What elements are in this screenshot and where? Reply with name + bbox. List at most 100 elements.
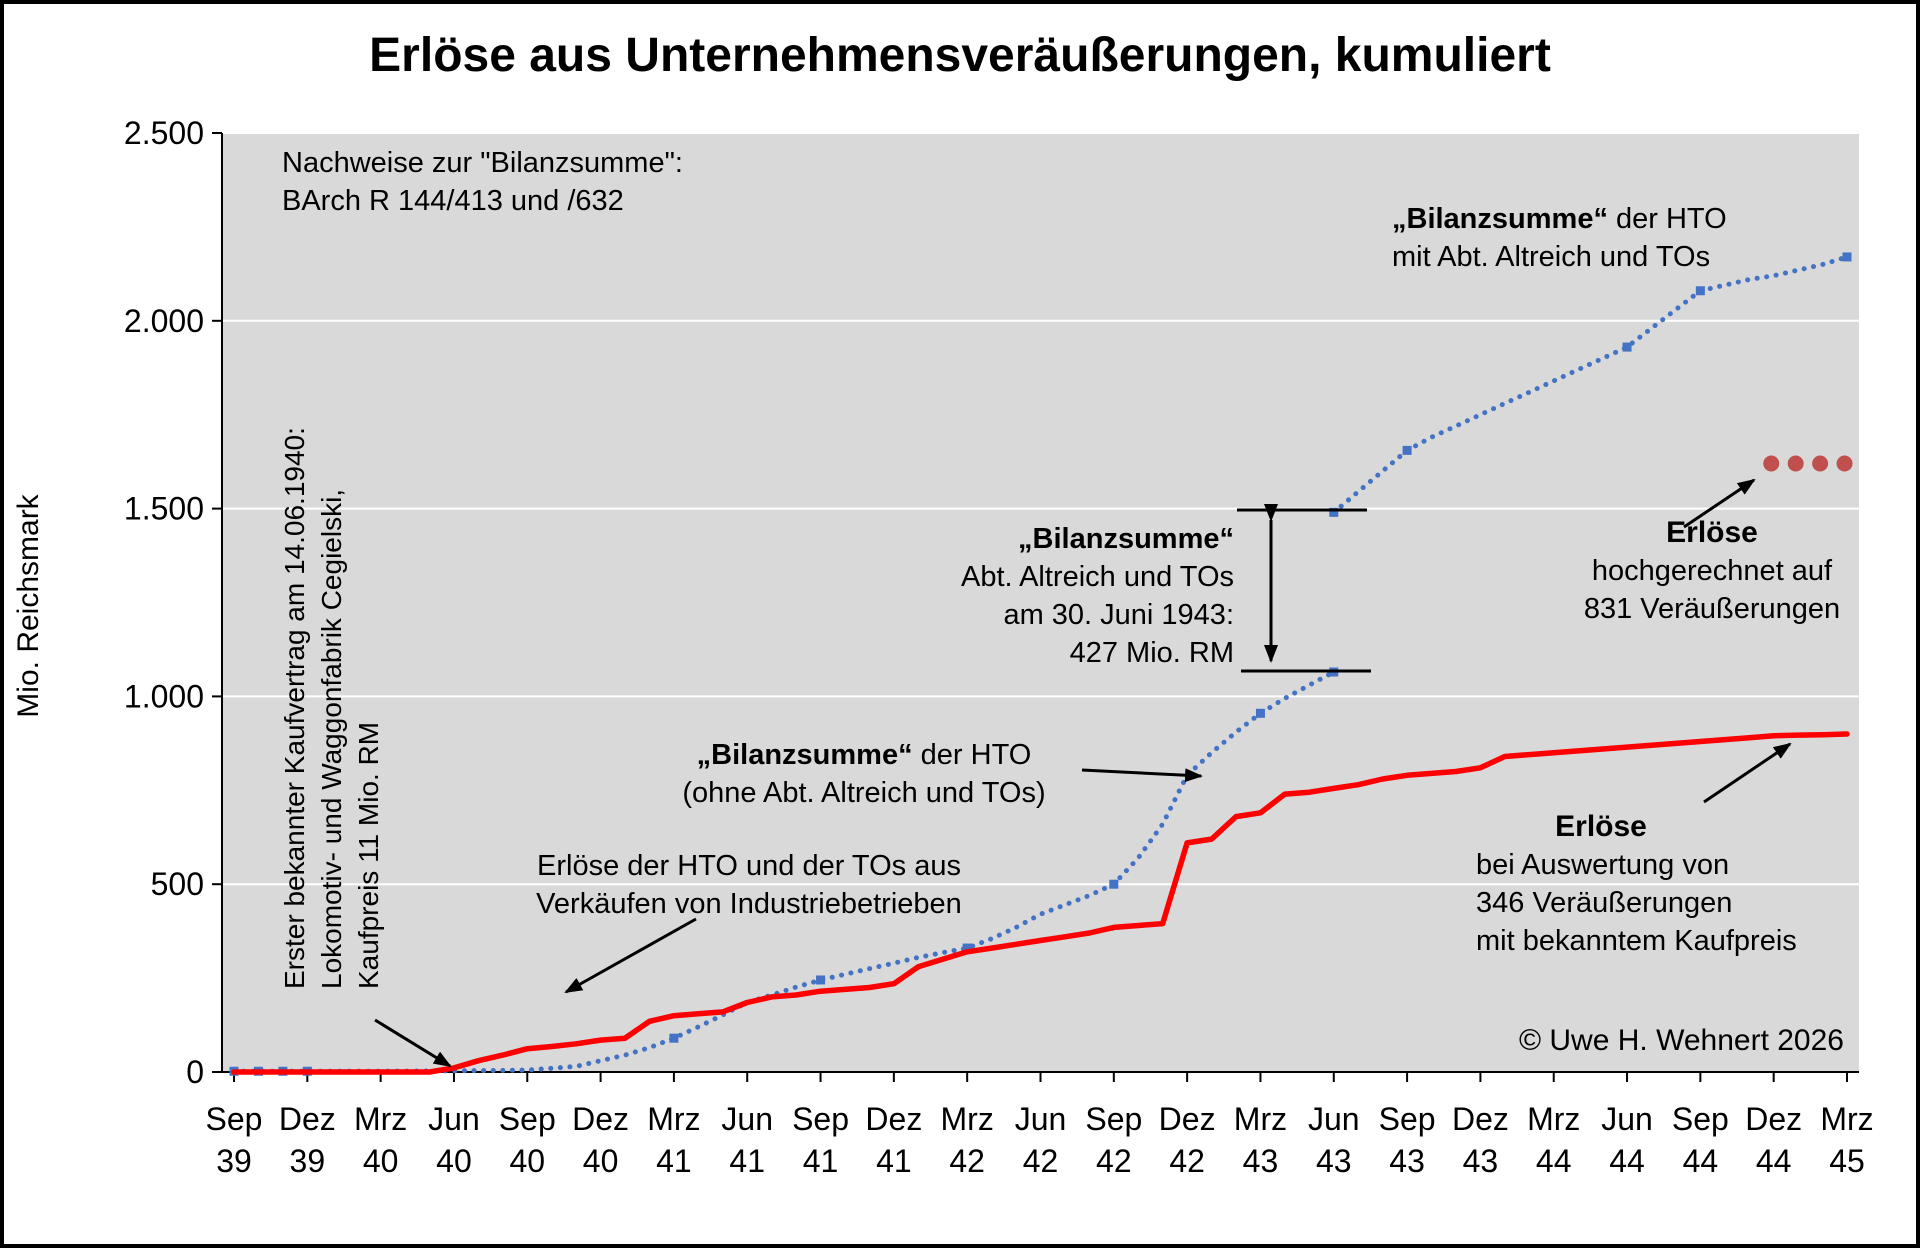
x-tick-label-month: Mrz (941, 1101, 994, 1137)
x-tick-label-year: 44 (1683, 1143, 1719, 1179)
annotation-text-bold: Verkäufen von Industriebetrieben (536, 888, 962, 920)
chart-title: Erlöse aus Unternehmensveräußerungen, ku… (369, 29, 1551, 82)
annotation-text-bold: Erlöse (1666, 516, 1758, 549)
y-tick-label: 1.000 (124, 678, 204, 714)
annotation-text: Lokomotiv- und Waggonfabrik Cegielski, (316, 488, 347, 989)
x-tick-label-month: Sep (1379, 1101, 1436, 1137)
x-tick-label-month: Dez (279, 1101, 336, 1137)
annotation-erloese-346: Erlöse bei Auswertung von 346 Veräußerun… (1476, 808, 1816, 960)
x-tick-label-month: Dez (865, 1101, 922, 1137)
y-tick-label: 1.500 (124, 491, 204, 527)
x-tick-label-year: 44 (1609, 1143, 1645, 1179)
x-tick-label-year: 40 (509, 1143, 545, 1179)
annotation-bilanzsumme-differenz: „Bilanzsumme“ Abt. Altreich und TOs am 3… (894, 520, 1234, 672)
x-tick-label-month: Jun (1601, 1101, 1653, 1137)
annotation-text: mit bekanntem Kaufpreis (1476, 925, 1797, 957)
annotation-text-bold: Erlöse (1555, 810, 1647, 843)
x-tick-label-month: Sep (792, 1101, 849, 1137)
x-tick-label-year: 39 (290, 1143, 326, 1179)
series-marker-square (1329, 507, 1339, 517)
annotation-text: 831 Veräußerungen (1583, 593, 1841, 625)
x-tick-label-year: 44 (1536, 1143, 1572, 1179)
plot-canvas: 0 500 1.000 1.500 2.000 2.500 Sep 39 Dez 39 Mrz 40 J… (124, 115, 1874, 1179)
annotation-text: der HTO (912, 739, 1032, 771)
x-tick-label-month: Dez (1159, 1101, 1216, 1137)
x-tick-label-month: Dez (1452, 1101, 1509, 1137)
x-tick-label-year: 41 (876, 1143, 912, 1179)
x-tick-label-month: Jun (1015, 1101, 1067, 1137)
annotation-text: Nachweise zur "Bilanzsumme": (282, 147, 683, 179)
annotation-text: BArch R 144/413 und /632 (282, 185, 624, 217)
x-tick-label-month: Mrz (1234, 1101, 1287, 1137)
y-axis-title: Mio. Reichsmark (12, 494, 45, 718)
series-marker-square (1622, 342, 1632, 352)
x-tick-label-month: Mrz (647, 1101, 700, 1137)
series-marker-square (669, 1033, 679, 1043)
annotation-text: 427 Mio. RM (1069, 637, 1234, 669)
x-tick-label-year: 40 (583, 1143, 619, 1179)
x-tick-label-month: Sep (1085, 1101, 1142, 1137)
annotation-erloese-hto-tos: Erlöse der HTO und der TOs aus Verkäufen… (474, 847, 1024, 923)
annotation-text: am 30. Juni 1943: (1003, 599, 1234, 631)
series-erloese-line (231, 731, 1850, 1075)
annotation-text: Kaufpreis 11 Mio. RM (353, 721, 384, 989)
x-tick-label-year: 41 (729, 1143, 765, 1179)
x-tick-label-year: 42 (1096, 1143, 1132, 1179)
series-erloese-extrapolated-dot (1763, 455, 1780, 472)
y-tick-label: 2.500 (124, 115, 204, 151)
y-tick-label: 2.000 (124, 303, 204, 339)
series-marker-square (1255, 708, 1265, 718)
x-tick-label-month: Mrz (1820, 1101, 1873, 1137)
plot-area-background (222, 133, 1859, 1072)
x-tick-label-year: 43 (1463, 1143, 1499, 1179)
x-tick-label-year: 43 (1389, 1143, 1425, 1179)
annotation-text: der HTO (1607, 203, 1727, 235)
annotation-first-contract: Erster bekannter Kaufvertrag am 14.06.19… (276, 427, 387, 989)
series-marker-square (1842, 252, 1852, 262)
series-bilanzsumme-dotted-line (1331, 254, 1850, 515)
annotation-text: „Bilanzsumme“ der HTO (1392, 200, 1727, 238)
x-tick-label-year: 40 (436, 1143, 472, 1179)
series-erloese-extrapolated-dot (1812, 455, 1829, 472)
x-tick-label-year: 45 (1829, 1143, 1865, 1179)
annotation-text: hochgerechnet auf (1591, 555, 1833, 587)
series-marker-square (816, 975, 826, 985)
annotation-text-bold: „Bilanzsumme“ (696, 739, 913, 771)
arrow-erloese-hochgerechnet (1683, 478, 1756, 529)
annotation-erloese-hochgerechnet: Erlöse hochgerechnet auf 831 Veräußerung… (1552, 514, 1872, 628)
x-tick-label-year: 42 (1023, 1143, 1059, 1179)
x-tick-label-year: 39 (216, 1143, 252, 1179)
annotation-source-note: Nachweise zur "Bilanzsumme": BArch R 144… (282, 144, 683, 220)
annotation-bilanzsumme-ohne: „Bilanzsumme“ der HTO (ohne Abt. Altreic… (644, 736, 1084, 812)
x-tick-label-month: Dez (572, 1101, 629, 1137)
annotation-text: „Bilanzsumme“ der HTO (644, 736, 1084, 774)
annotation-text: Erster bekannter Kaufvertrag am 14.06.19… (279, 427, 310, 989)
x-tick-label-year: 43 (1316, 1143, 1352, 1179)
annotation-text-bold: Erlöse der HTO und der TOs aus (537, 850, 961, 882)
series-marker-square (962, 943, 972, 953)
series-erloese-extrapolated-dot (1836, 455, 1853, 472)
x-tick-label-month: Sep (499, 1101, 556, 1137)
annotation-text: bei Auswertung von (1476, 849, 1730, 881)
x-tick-label-year: 41 (803, 1143, 839, 1179)
annotation-text-bold: „Bilanzsumme“ (1018, 523, 1234, 555)
copyright-note: © Uwe H. Wehnert 2026 (1518, 1024, 1844, 1057)
series-marker-square (1402, 445, 1412, 455)
y-tick-label: 500 (151, 866, 204, 902)
x-tick-label-month: Dez (1745, 1101, 1802, 1137)
x-tick-label-year: 43 (1243, 1143, 1279, 1179)
x-tick-label-month: Mrz (1527, 1101, 1580, 1137)
x-tick-label-year: 44 (1756, 1143, 1792, 1179)
x-tick-label-month: Sep (1672, 1101, 1729, 1137)
annotation-text: Abt. Altreich und TOs (961, 561, 1234, 593)
annotation-text: (ohne Abt. Altreich und TOs) (682, 777, 1046, 809)
x-tick-label-year: 40 (363, 1143, 399, 1179)
annotation-text: 346 Veräußerungen (1476, 887, 1733, 919)
annotation-bilanzsumme-mit: „Bilanzsumme“ der HTO mit Abt. Altreich … (1392, 200, 1727, 276)
x-tick-label-year: 42 (1169, 1143, 1205, 1179)
series-marker-square (1695, 286, 1705, 296)
x-tick-label-month: Jun (721, 1101, 773, 1137)
x-tick-label-month: Mrz (354, 1101, 407, 1137)
x-tick-label-month: Jun (428, 1101, 480, 1137)
